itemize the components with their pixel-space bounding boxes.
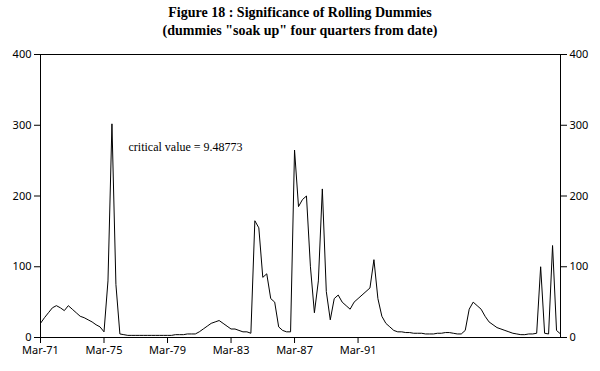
svg-text:Mar-71: Mar-71 (22, 342, 59, 357)
svg-text:Mar-87: Mar-87 (276, 342, 313, 357)
svg-text:200: 200 (570, 188, 589, 203)
html-text:(dummies "soak up" four quarte: (dummies "soak up" four quarters from da… (162, 23, 438, 38)
svg-text:Mar-79: Mar-79 (149, 342, 186, 357)
svg-text:Mar-83: Mar-83 (213, 342, 250, 357)
svg-text:300: 300 (570, 117, 589, 132)
svg-text:400: 400 (570, 46, 589, 61)
svg-text:Mar-75: Mar-75 (86, 342, 123, 357)
svg-text:100: 100 (570, 258, 589, 273)
svg-text:0: 0 (25, 329, 32, 344)
svg-text:200: 200 (13, 188, 32, 203)
svg-text:critical value = 9.48773: critical value = 9.48773 (129, 140, 243, 154)
svg-text:300: 300 (13, 117, 32, 132)
svg-text:Mar-91: Mar-91 (340, 342, 377, 357)
svg-text:100: 100 (13, 258, 32, 273)
svg-text:0: 0 (570, 329, 576, 344)
svg-text:400: 400 (13, 46, 32, 61)
html-text:Figure 18 : Significance of Ro: Figure 18 : Significance of Rolling Dumm… (168, 5, 432, 20)
